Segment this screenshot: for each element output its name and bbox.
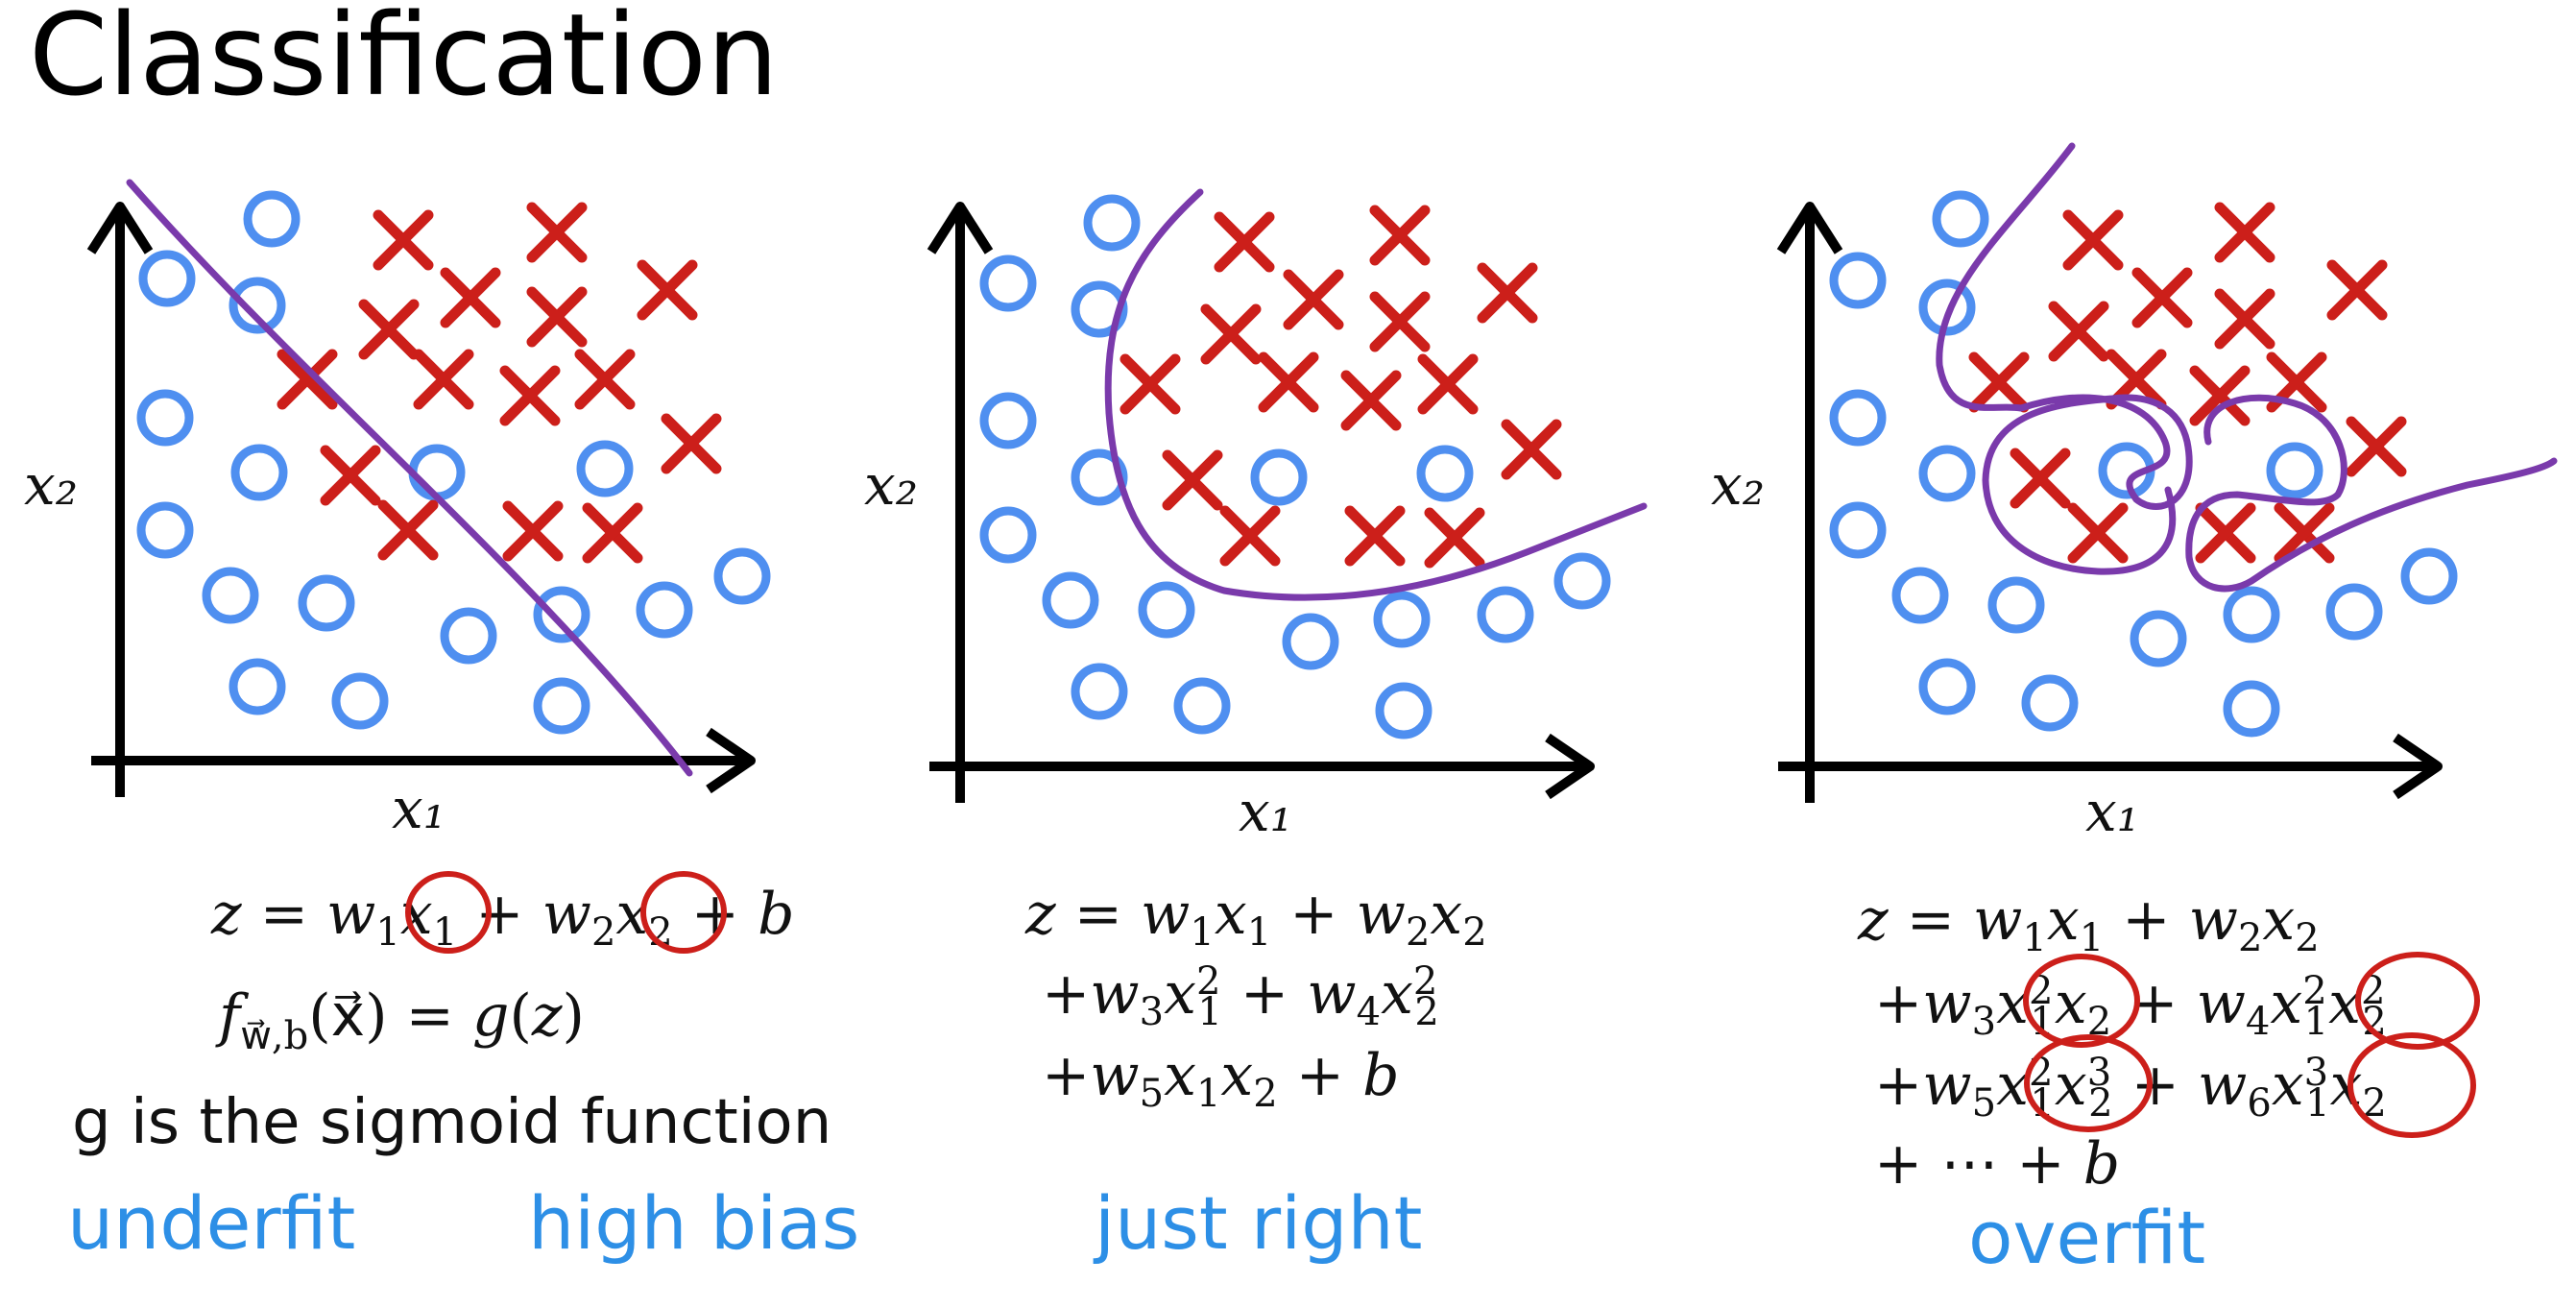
equation-line-1: z = w1x1 + w2x2 <box>1024 881 1487 955</box>
cross-points <box>1974 207 2401 558</box>
x-axis-label: x₁ <box>1239 779 1292 844</box>
axes <box>927 202 1595 803</box>
decision-boundary <box>2185 394 2558 593</box>
equation: z = w1x1 + w2x2 + b fw⃗,b(x⃗) = g(z) <box>210 871 795 1058</box>
label-high-bias: high bias <box>528 1180 859 1266</box>
equation-line-2: +w3x2 1 + w4x2 2 <box>1042 959 1439 1034</box>
cross-points <box>282 207 716 558</box>
panel-just-right: x₂ x₁ <box>864 188 1648 1266</box>
panel-overfit: x₂ x₁ <box>1711 142 2558 1280</box>
equation-line-3: +w5x2 1x3 2 + w6x3 1x2 <box>1874 1051 2387 1126</box>
sigmoid-note: g is the sigmoid function <box>72 1087 831 1158</box>
y-axis-label: x₂ <box>24 452 78 518</box>
x-axis-label: x₁ <box>2085 779 2139 844</box>
annotation-circle <box>2024 1034 2153 1132</box>
label-just-right: just right <box>1093 1180 1422 1266</box>
equation-line-4: + ⋯ + b <box>1874 1130 2120 1198</box>
panel-underfit: x₂ x₁ <box>24 179 859 1266</box>
annotation-circle <box>2355 952 2480 1050</box>
cross-points <box>1125 210 1556 563</box>
equation-line-3: +w5x1x2 + b <box>1042 1042 1400 1116</box>
label-overfit: overfit <box>1968 1195 2205 1280</box>
x-axis-label: x₁ <box>392 776 445 841</box>
axes <box>86 202 756 797</box>
equation: z = w1x1 + w2x2 +w3x2 1x2 + w4x2 1x2 2 +w5x… <box>1857 886 2480 1198</box>
slide-title: Classification <box>29 0 779 121</box>
annotation-circle <box>2023 954 2140 1048</box>
equation-line-1: z = w1x1 + w2x2 <box>1857 886 2320 960</box>
y-axis-label: x₂ <box>1711 452 1765 518</box>
decision-boundary <box>1936 142 2193 575</box>
decision-boundary <box>1104 188 1648 601</box>
equation-line-2: fw⃗,b(x⃗) = g(z) <box>215 982 585 1058</box>
equation: z = w1x1 + w2x2 +w3x2 1 + w4x2 2 +w5x1x2 +… <box>1024 881 1487 1116</box>
axes <box>1776 202 2443 803</box>
y-axis-label: x₂ <box>864 452 918 518</box>
annotation-circle <box>2347 1032 2476 1138</box>
decision-boundary <box>126 179 693 777</box>
annotation-circle <box>640 871 727 954</box>
annotation-circle <box>405 871 492 954</box>
label-underfit: underfit <box>67 1180 355 1266</box>
